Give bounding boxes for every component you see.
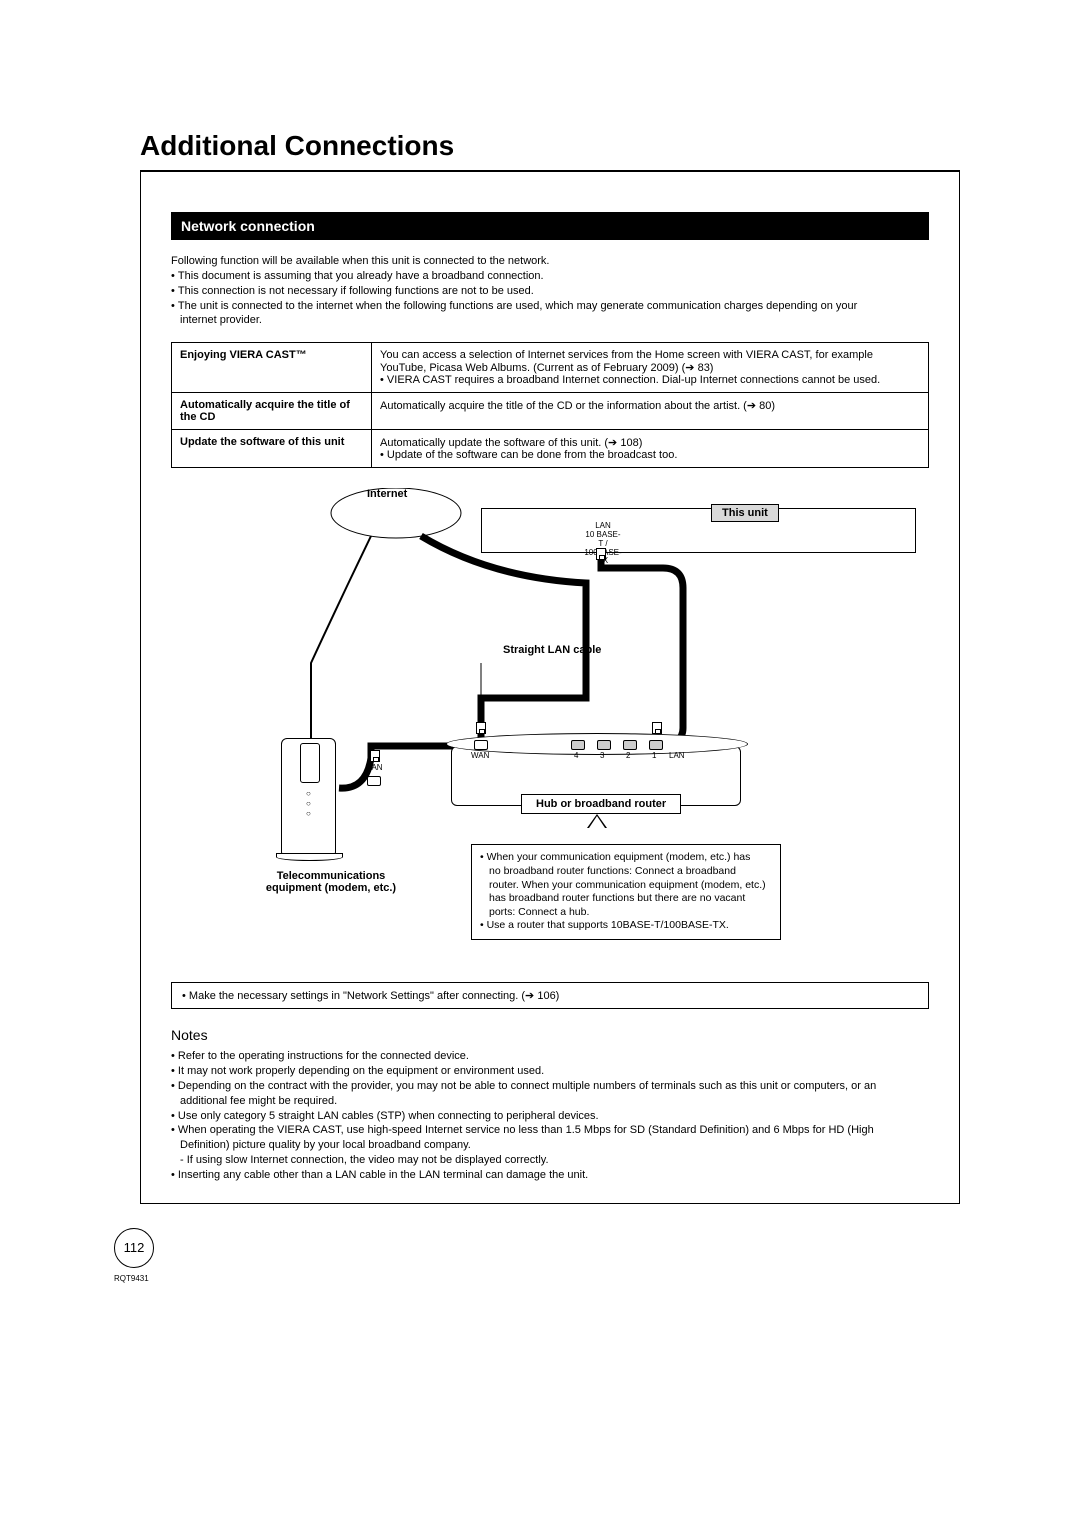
note-3: Depending on the contract with the provi… <box>171 1079 929 1094</box>
feat3-desc: Automatically update the software of thi… <box>372 430 929 468</box>
router-up-conn-icon <box>652 722 662 734</box>
content-frame: Network connection Following function wi… <box>140 170 960 1204</box>
router-wan-icon <box>474 740 488 750</box>
router-lan-label: LAN <box>669 752 685 761</box>
unit-lan-port-icon <box>596 548 606 560</box>
router-port1-icon <box>649 740 663 750</box>
intro-text: Following function will be available whe… <box>171 254 929 328</box>
callout-arrow-icon <box>587 814 607 828</box>
router-callout: When your communication equipment (modem… <box>471 844 781 940</box>
note-5d: If using slow Internet connection, the v… <box>171 1153 929 1168</box>
router-port3-icon <box>597 740 611 750</box>
note-6: Inserting any cable other than a LAN cab… <box>171 1168 929 1183</box>
modem-wan-port-icon <box>367 776 381 786</box>
settings-note: Make the necessary settings in "Network … <box>171 982 929 1009</box>
table-row: Automatically acquire the title of the C… <box>172 393 929 430</box>
intro-lead: Following function will be available whe… <box>171 255 550 267</box>
network-diagram: Internet This unit LAN 10 BASE-T / 100BA… <box>171 488 931 968</box>
note-3c: additional fee might be required. <box>171 1094 929 1109</box>
port1-label: 1 <box>652 752 656 761</box>
intro-b2: This connection is not necessary if foll… <box>171 284 929 299</box>
telecom-l2: equipment (modem, etc.) <box>266 882 396 894</box>
callout-b1e: has broadband router functions but there… <box>480 892 772 906</box>
table-row: Update the software of this unit Automat… <box>172 430 929 468</box>
feat1-desc: You can access a selection of Internet s… <box>372 343 929 393</box>
telecom-l1: Telecommunications <box>277 870 386 882</box>
modem-leds-icon: ○○○ <box>306 789 311 819</box>
port2-label: 2 <box>626 752 630 761</box>
notes-list: Refer to the operating instructions for … <box>171 1049 929 1183</box>
this-unit-tag: This unit <box>711 504 779 522</box>
feat3-head: Update the software of this unit <box>172 430 372 468</box>
feat2-head: Automatically acquire the title of the C… <box>172 393 372 430</box>
page-number: 112 <box>114 1228 154 1268</box>
unit-box <box>481 508 916 553</box>
note-4: Use only category 5 straight LAN cables … <box>171 1109 929 1124</box>
doc-id: RQT9431 <box>114 1274 960 1283</box>
router-wan-conn-icon <box>476 722 486 734</box>
note-5: When operating the VIERA CAST, use high-… <box>171 1123 929 1138</box>
note-1: Refer to the operating instructions for … <box>171 1049 929 1064</box>
port3-label: 3 <box>600 752 604 761</box>
callout-b1f: ports: Connect a hub. <box>480 906 772 920</box>
callout-b1: When your communication equipment (modem… <box>480 851 772 865</box>
feat1-head: Enjoying VIERA CAST™ <box>172 343 372 393</box>
wan-label: WAN <box>471 752 489 761</box>
intro-b3-cont: internet provider. <box>171 313 929 328</box>
router-port4-icon <box>571 740 585 750</box>
intro-b3: The unit is connected to the internet wh… <box>171 299 929 314</box>
note-5c: Definition) picture quality by your loca… <box>171 1138 929 1153</box>
feat1-l1: You can access a selection of Internet s… <box>380 349 873 361</box>
callout-b1d: router. When your communication equipmen… <box>480 879 772 893</box>
feat3-l2: Update of the software can be done from … <box>380 449 920 461</box>
features-table: Enjoying VIERA CAST™ You can access a se… <box>171 342 929 468</box>
section-heading: Network connection <box>171 212 929 240</box>
callout-b2: Use a router that supports 10BASE-T/100B… <box>480 919 772 933</box>
feat1-l2: YouTube, Picasa Web Albums. (Current as … <box>380 362 713 374</box>
modem-lan-label: LAN <box>367 764 383 773</box>
internet-label: Internet <box>367 488 407 500</box>
table-row: Enjoying VIERA CAST™ You can access a se… <box>172 343 929 393</box>
port4-label: 4 <box>574 752 578 761</box>
modem-lan-port-icon <box>370 750 380 762</box>
modem-icon: ○○○ <box>281 738 336 858</box>
page-title: Additional Connections <box>140 130 960 162</box>
hub-label: Hub or broadband router <box>521 794 681 814</box>
lan-spec1: 10 BASE-T / <box>585 530 620 548</box>
note-2: It may not work properly depending on th… <box>171 1064 929 1079</box>
notes-heading: Notes <box>171 1027 929 1043</box>
feat3-l1: Automatically update the software of thi… <box>380 437 642 449</box>
callout-b1c: no broadband router functions: Connect a… <box>480 865 772 879</box>
feat2-desc: Automatically acquire the title of the C… <box>372 393 929 430</box>
feat1-l3: VIERA CAST requires a broadband Internet… <box>380 374 920 386</box>
telecom-label: Telecommunications equipment (modem, etc… <box>251 870 411 894</box>
router-port2-icon <box>623 740 637 750</box>
straight-lan-label: Straight LAN cable <box>503 644 601 656</box>
lan-text: LAN <box>595 521 611 530</box>
intro-b1: This document is assuming that you alrea… <box>171 269 929 284</box>
